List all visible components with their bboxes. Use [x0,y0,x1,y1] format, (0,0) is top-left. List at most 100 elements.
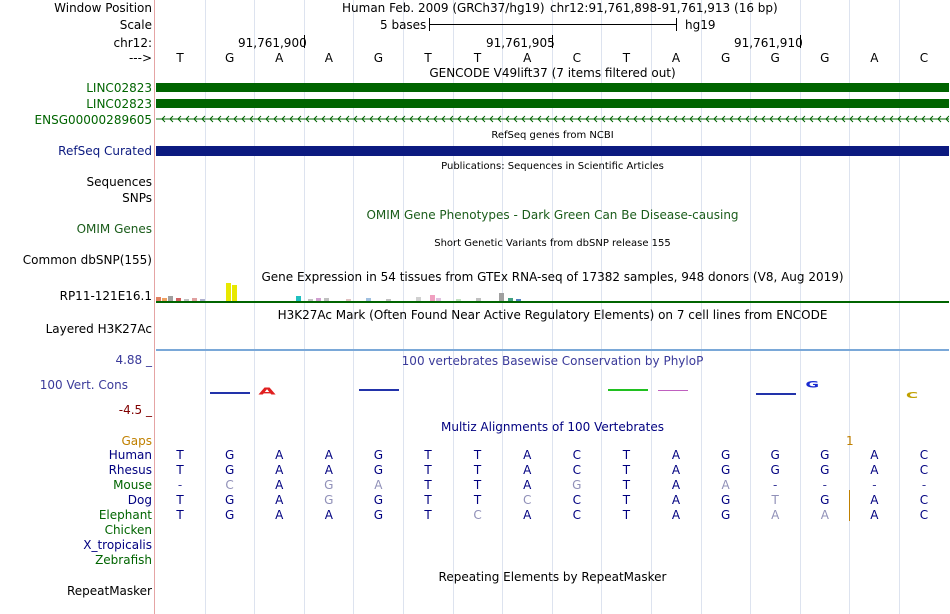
strand-chevron [657,115,662,123]
strand-chevron [241,115,246,123]
strand-chevron [689,115,694,123]
repeatmasker-label[interactable]: RepeatMasker [66,584,152,598]
strand-chevron [625,115,630,123]
snps-label[interactable]: SNPs [122,191,152,205]
gencode-item-label-3[interactable]: ENSG00000289605 [34,113,152,127]
strand-chevron [633,115,638,123]
species-label-dog[interactable]: Dog [127,493,152,507]
h3k27ac-label[interactable]: Layered H3K27Ac [45,322,152,336]
aligned-base: A [324,448,333,462]
publications-label[interactable]: Sequences [86,175,152,189]
strand-chevron [681,115,686,123]
strand-chevron [945,115,949,123]
strand-chevron [737,115,742,123]
strand-chevron [353,115,358,123]
base-8: A [523,51,532,65]
strand-chevron [641,115,646,123]
aligned-base: T [473,478,482,492]
strand-chevron [585,115,590,123]
omim-track-title[interactable]: OMIM Gene Phenotypes - Dark Green Can Be… [366,208,739,222]
refseq-track-title[interactable]: RefSeq genes from NCBI [491,130,614,141]
strand-chevron [489,115,494,123]
strand-chevron [233,115,238,123]
base-13: G [770,51,780,65]
repeatmasker-track-title[interactable]: Repeating Elements by RepeatMasker [438,570,667,584]
gencode-item-bar-1[interactable] [156,83,949,92]
aligned-base: T [622,448,631,462]
strand-chevron [713,115,718,123]
dbsnp-track-title[interactable]: Short Genetic Variants from dbSNP releas… [434,238,671,249]
strand-chevron [345,115,350,123]
gencode-track-title[interactable]: GENCODE V49lift37 (7 items filtered out) [429,66,676,80]
strand-chevron [825,115,830,123]
strand-chevron [665,115,670,123]
aligned-base: A [523,448,532,462]
strand-chevron [185,115,190,123]
species-label-x_tropicalis[interactable]: X_tropicalis [83,538,152,552]
gencode-item-bar-2[interactable] [156,99,949,108]
aligned-base: G [224,493,235,507]
aligned-base: - [773,478,778,492]
gtex-label[interactable]: RP11-121E16.1 [59,289,152,303]
refseq-gene-bar[interactable] [156,146,949,156]
gaps-label[interactable]: Gaps [121,434,152,448]
conservation-track-title[interactable]: 100 vertebrates Basewise Conservation by… [401,354,704,368]
strand-chevron [897,115,902,123]
conservation-label[interactable]: 100 Vert. Cons [39,378,128,392]
gtex-tissue-bar [168,296,173,301]
gencode-item-label-2[interactable]: LINC02823 [86,97,152,111]
aligned-base: A [523,463,532,477]
strand-chevron [473,115,478,123]
species-label-chicken[interactable]: Chicken [104,523,152,537]
aligned-base: A [275,478,284,492]
aligned-base: C [919,448,929,462]
gtex-track-title[interactable]: Gene Expression in 54 tissues from GTEx … [261,270,844,284]
species-label-mouse[interactable]: Mouse [113,478,152,492]
strand-chevron [545,115,550,123]
strand-chevron [889,115,894,123]
publications-track-title[interactable]: Publications: Sequences in Scientific Ar… [441,161,664,172]
refseq-label[interactable]: RefSeq Curated [58,144,152,158]
gencode-item-bar-3[interactable] [156,113,949,125]
conservation-logo[interactable]: A G C [156,374,949,404]
aligned-base: C [919,493,929,507]
aligned-base: G [720,463,731,477]
cons-mark [658,390,688,391]
gtex-tissue-bar [156,297,161,301]
strand-arrow-label[interactable]: ---> [128,51,152,65]
strand-chevron [873,115,878,123]
strand-chevron [697,115,702,123]
gtex-tissue-bar [192,298,197,301]
strand-chevron [753,115,758,123]
species-label-human[interactable]: Human [108,448,152,462]
gtex-tissue-bar [508,298,513,301]
strand-chevron [433,115,438,123]
gtex-tissue-bar [316,298,321,301]
strand-chevron [321,115,326,123]
species-label-elephant[interactable]: Elephant [98,508,152,522]
h3k27ac-signal[interactable] [156,349,949,351]
cons-mark [359,389,399,391]
gtex-expression-graph[interactable] [156,282,949,303]
species-label-zebrafish[interactable]: Zebrafish [95,553,152,567]
h3k27ac-track-title[interactable]: H3K27Ac Mark (Often Found Near Active Re… [277,308,828,322]
dbsnp-label[interactable]: Common dbSNP(155) [22,253,152,267]
strand-chevron [593,115,598,123]
multiz-track-title[interactable]: Multiz Alignments of 100 Vertebrates [440,420,665,434]
gencode-item-label-1[interactable]: LINC02823 [86,81,152,95]
grid-line [849,0,851,614]
grid-line [502,0,504,614]
omim-label[interactable]: OMIM Genes [76,222,152,236]
strand-chevron [289,115,294,123]
aligned-base: A [324,463,333,477]
aligned-base: G [770,463,780,477]
aligned-base: A [374,478,383,492]
gtex-tissue-bar [232,285,237,301]
aligned-base: A [870,493,879,507]
species-label-rhesus[interactable]: Rhesus [108,463,152,477]
grid-line [353,0,355,614]
strand-chevron [609,115,614,123]
aligned-base: G [224,508,235,522]
gtex-tissue-bar [386,299,391,301]
cons-mark [210,392,250,394]
